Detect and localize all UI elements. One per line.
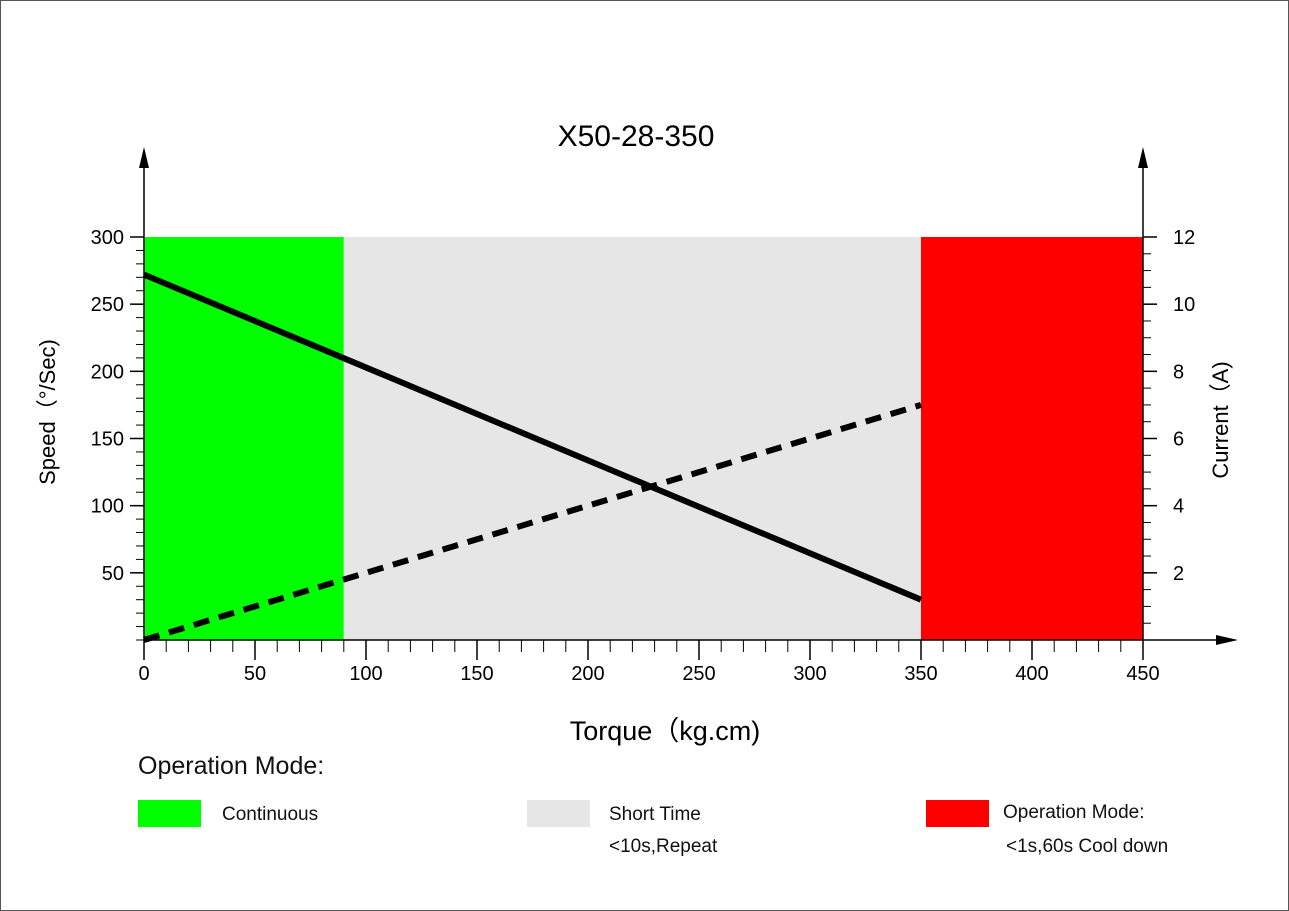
y2-tick-label: 8: [1173, 361, 1184, 383]
legend-swatch: [527, 800, 590, 827]
y-tick-label: 150: [91, 429, 124, 451]
x-tick-label: 350: [904, 663, 937, 685]
legend-heading: Operation Mode:: [138, 752, 325, 780]
y2-axis-label: Current（A): [1208, 361, 1233, 478]
legend-label: Continuous: [222, 804, 319, 825]
region-band: [144, 237, 344, 640]
y2-tick-label: 4: [1173, 496, 1184, 518]
y-ticks: 50 100 150 200 250 300: [91, 227, 144, 585]
x-tick-label: 150: [460, 663, 493, 685]
y-axis-label: Speed（°/Sec): [35, 339, 60, 485]
speed-series-line: [142, 271, 923, 603]
legend-sublabel: <10s,Repeat: [609, 836, 718, 857]
x-tick-label: 300: [793, 663, 826, 685]
x-tick-label: 250: [682, 663, 715, 685]
region-band: [921, 237, 1143, 640]
x-tick-label: 400: [1015, 663, 1048, 685]
y-tick-label: 300: [91, 227, 124, 249]
chart-title: X50-28-350: [558, 120, 715, 153]
axes: [139, 147, 1238, 645]
y2-tick-label: 10: [1173, 294, 1195, 316]
y2-tick-label: 12: [1173, 227, 1195, 249]
y-axis-left-arrow: [139, 147, 149, 168]
legend-label: Short Time: [609, 804, 701, 825]
legend-swatch: [926, 800, 989, 827]
x-tick-label: 50: [244, 663, 266, 685]
x-axis-arrow: [1216, 635, 1238, 645]
operating-regions: [144, 237, 1143, 640]
y-tick-label: 250: [91, 294, 124, 316]
x-tick-label: 450: [1126, 663, 1159, 685]
legend-swatch: [138, 800, 201, 827]
y2-tick-label: 2: [1173, 563, 1184, 585]
y2-tick-label: 6: [1173, 429, 1184, 451]
region-band: [343, 237, 921, 640]
y2-ticks: 2 4 6 8 10 12: [1143, 227, 1195, 585]
y-tick-label: 50: [102, 563, 124, 585]
x-tick-label: 200: [571, 663, 604, 685]
legend-sublabel: <1s,60s Cool down: [1006, 836, 1169, 857]
y-axis-right-arrow: [1138, 147, 1148, 168]
y-tick-label: 200: [91, 361, 124, 383]
x-ticks: 0 50 100 150 200 250 300 350 400 450: [138, 640, 1160, 685]
x-axis-label: Torque（kg.cm): [570, 716, 761, 746]
y-tick-label: 100: [91, 496, 124, 518]
series: [142, 271, 923, 643]
x-tick-label: 0: [138, 663, 149, 685]
x-tick-label: 100: [349, 663, 382, 685]
current-series-line: [143, 402, 922, 643]
legend-label: Operation Mode:: [1003, 802, 1145, 823]
